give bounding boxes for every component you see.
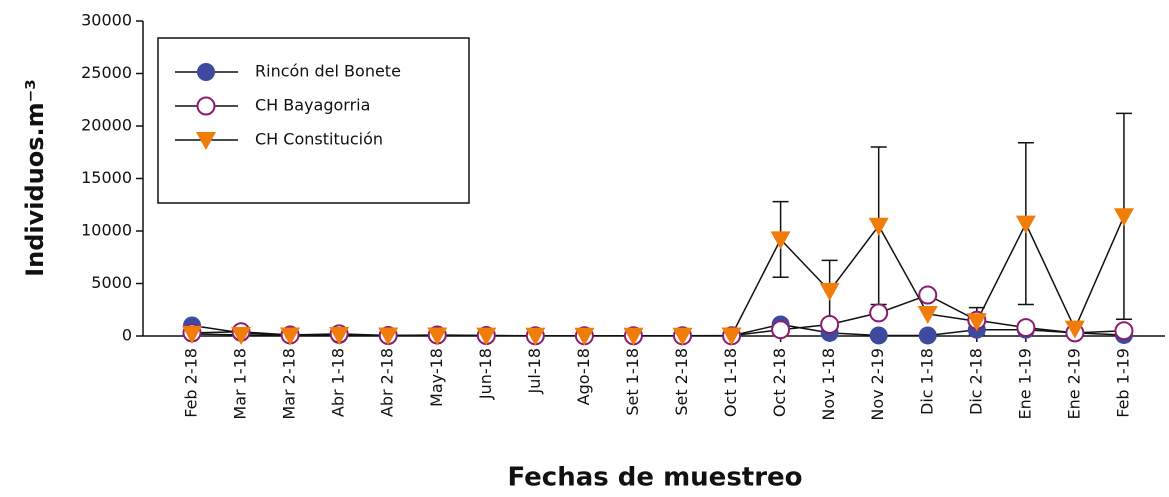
x-tick-label: Oct 2-18 xyxy=(770,348,789,417)
x-tick-label: Ago-18 xyxy=(574,348,593,405)
legend-marker xyxy=(197,63,215,81)
data-point xyxy=(1064,320,1085,339)
y-tick-label: 0 xyxy=(122,326,132,345)
y-tick-label: 20000 xyxy=(81,116,132,135)
data-point xyxy=(231,326,252,345)
x-tick-label: Set 1-18 xyxy=(623,348,642,416)
x-tick-label: Mar 1-18 xyxy=(231,348,250,420)
data-point xyxy=(329,326,350,345)
x-tick-label: Dic 1-18 xyxy=(917,348,936,415)
legend-label: CH Bayagorria xyxy=(255,96,370,115)
x-tick-label: Feb 1-19 xyxy=(1113,348,1132,418)
x-axis-label: Fechas de muestreo xyxy=(507,463,802,493)
legend-marker xyxy=(196,132,216,150)
data-point xyxy=(966,313,987,332)
x-tick-label: Mar 2-18 xyxy=(280,348,299,420)
x-tick-label: Nov 1-18 xyxy=(819,348,838,421)
data-point xyxy=(918,285,938,305)
data-point xyxy=(868,217,889,236)
data-point xyxy=(623,327,644,346)
data-point xyxy=(1113,208,1134,227)
data-point xyxy=(869,326,888,345)
x-tick-label: Oct 1-18 xyxy=(721,348,740,417)
x-tick-label: Feb 2-18 xyxy=(182,348,201,418)
data-point xyxy=(574,327,595,346)
data-point xyxy=(820,314,840,334)
y-tick-label: 25000 xyxy=(81,63,132,82)
y-tick-label: 5000 xyxy=(91,273,132,292)
data-point xyxy=(1114,321,1134,341)
data-point xyxy=(819,282,840,301)
x-tick-label: Abr 1-18 xyxy=(329,348,348,417)
x-tick-label: May-18 xyxy=(427,348,446,407)
y-tick-label: 30000 xyxy=(81,11,132,30)
x-tick-label: Dic 2-18 xyxy=(966,348,985,415)
data-point xyxy=(378,327,399,346)
x-tick-label: Jul-18 xyxy=(525,348,544,394)
data-point xyxy=(525,327,546,346)
x-tick-label: Ene 1-19 xyxy=(1015,348,1034,420)
data-point xyxy=(476,327,497,346)
data-point xyxy=(917,305,938,324)
data-point xyxy=(280,327,301,346)
legend-box xyxy=(157,37,470,204)
data-point xyxy=(1015,215,1036,234)
y-tick-label: 15000 xyxy=(81,168,132,187)
data-point xyxy=(771,320,791,340)
x-tick-label: Jun-18 xyxy=(476,348,495,400)
legend-marker xyxy=(196,96,216,116)
data-point xyxy=(918,326,937,345)
x-tick-label: Set 2-18 xyxy=(672,348,691,416)
data-point xyxy=(869,303,889,323)
y-axis-label: Individuos.m⁻³ xyxy=(21,79,49,277)
data-point xyxy=(1016,318,1036,338)
data-point xyxy=(721,327,742,346)
legend-label: CH Constitución xyxy=(255,130,383,149)
x-tick-label: Abr 2-18 xyxy=(378,348,397,417)
legend-label: Rincón del Bonete xyxy=(255,62,401,81)
x-tick-label: Nov 2-19 xyxy=(868,348,887,421)
data-point xyxy=(182,325,202,344)
data-point xyxy=(672,327,693,346)
data-point xyxy=(427,327,448,346)
x-tick-label: Ene 2-19 xyxy=(1064,348,1083,420)
y-tick-label: 10000 xyxy=(81,221,132,240)
data-point xyxy=(770,231,791,250)
